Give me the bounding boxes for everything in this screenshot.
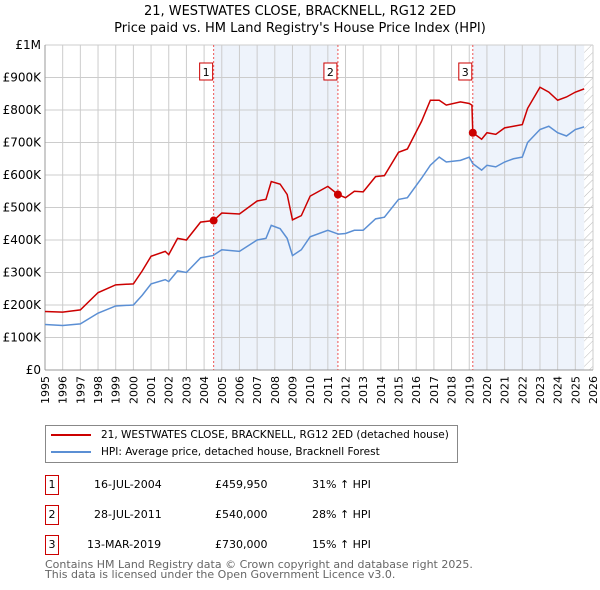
- x-tick-label: 2007: [251, 376, 264, 404]
- x-tick-label: 1995: [39, 376, 52, 404]
- x-tick-label: 2021: [499, 376, 512, 404]
- x-tick-label: 2023: [534, 376, 547, 404]
- x-tick-label: 2002: [163, 376, 176, 404]
- footer-line-1: Contains HM Land Registry data © Crown c…: [45, 558, 473, 571]
- x-tick-label: 1996: [57, 376, 70, 404]
- y-tick-label: £400K: [3, 233, 43, 247]
- sale-marker-box: [199, 62, 214, 81]
- x-tick-label: 1997: [74, 376, 87, 404]
- legend-red-line: [51, 434, 91, 436]
- sale-price: £459,950: [215, 478, 268, 491]
- sale-marker-number: 3: [462, 66, 469, 79]
- y-tick-label: £200K: [3, 298, 43, 312]
- y-tick-label: £700K: [3, 136, 43, 150]
- y-tick-label: £1M: [15, 38, 41, 52]
- sale-delta: 15% ↑ HPI: [312, 538, 371, 551]
- x-tick-label: 2017: [428, 376, 441, 404]
- y-tick-label: £300K: [3, 266, 43, 280]
- footer: Contains HM Land Registry data © Crown c…: [45, 558, 473, 581]
- x-tick-label: 2019: [463, 376, 476, 404]
- x-tick-label: 2011: [322, 376, 335, 404]
- x-tick-label: 2013: [357, 376, 370, 404]
- sale-date: 13-MAR-2019: [87, 538, 162, 551]
- sale-point: [468, 128, 477, 137]
- x-tick-label: 2008: [269, 376, 282, 404]
- x-tick-label: 2005: [216, 376, 229, 404]
- x-tick-label: 2015: [393, 376, 406, 404]
- sale-marker-box: [458, 62, 473, 81]
- x-tick-label: 2022: [516, 376, 529, 404]
- x-tick-label: 2024: [552, 376, 565, 404]
- x-tick-label: 2018: [446, 376, 459, 404]
- chart-plot: 1995 1996 1997 1998 1999 2000 2001 2002 2003 2004…: [3, 38, 600, 404]
- x-tick-label: 2016: [410, 376, 423, 404]
- series-line: [44, 125, 585, 327]
- sale-marker-box: [323, 62, 338, 81]
- x-tick-label: 1998: [92, 376, 105, 404]
- x-tick-label: 2014: [375, 376, 388, 404]
- sale-row: 3 13-MAR-2019 £730,000 15% ↑ HPI: [45, 535, 465, 555]
- legend-blue-line: [51, 451, 91, 453]
- y-tick-label: £0: [26, 363, 41, 377]
- y-tick-label: £100K: [3, 331, 43, 345]
- y-tick-label: £600K: [3, 168, 43, 182]
- sale-number: 2: [45, 505, 59, 525]
- legend-property: 21, WESTWATES CLOSE, BRACKNELL, RG12 2ED…: [101, 429, 449, 441]
- sale-marker-number: 2: [327, 66, 334, 79]
- sale-date: 16-JUL-2004: [94, 478, 162, 491]
- sale-point: [333, 190, 342, 199]
- x-tick-label: 2006: [233, 376, 246, 404]
- chart-title: 21, WESTWATES CLOSE, BRACKNELL, RG12 2ED: [143, 4, 457, 19]
- sale-point: [209, 216, 218, 225]
- x-tick-label: 2010: [304, 376, 317, 404]
- y-tick-label: £900K: [3, 71, 43, 85]
- sale-delta: 28% ↑ HPI: [312, 508, 371, 521]
- sale-delta: 31% ↑ HPI: [312, 478, 371, 491]
- y-tick-label: £800K: [3, 103, 43, 117]
- sale-price: £540,000: [215, 508, 268, 521]
- legend: 21, WESTWATES CLOSE, BRACKNELL, RG12 2ED…: [45, 425, 458, 463]
- x-tick-label: 2012: [340, 376, 353, 404]
- x-tick-label: 2001: [145, 376, 158, 404]
- sale-number: 1: [45, 475, 59, 495]
- x-tick-label: 2003: [180, 376, 193, 404]
- sale-price: £730,000: [215, 538, 268, 551]
- x-tick-label: 1999: [110, 376, 123, 404]
- legend-hpi: HPI: Average price, detached house, Brac…: [101, 446, 380, 458]
- x-tick-label: 2009: [286, 376, 299, 404]
- x-tick-label: 2004: [198, 376, 211, 404]
- y-tick-label: £500K: [3, 201, 43, 215]
- sale-row: 1 16-JUL-2004 £459,950 31% ↑ HPI: [45, 475, 465, 495]
- x-tick-label: 2000: [127, 376, 140, 404]
- series-line: [44, 86, 585, 313]
- sale-number: 3: [45, 535, 59, 555]
- x-tick-label: 2020: [481, 376, 494, 404]
- sale-date: 28-JUL-2011: [94, 508, 162, 521]
- x-tick-label: 2026: [587, 376, 600, 404]
- chart-subtitle: Price paid vs. HM Land Registry's House …: [114, 21, 486, 36]
- footer-line-2: This data is licensed under the Open Gov…: [45, 568, 396, 581]
- x-tick-label: 2025: [569, 376, 582, 404]
- sale-row: 2 28-JUL-2011 £540,000 28% ↑ HPI: [45, 505, 465, 525]
- sale-marker-number: 1: [203, 66, 210, 79]
